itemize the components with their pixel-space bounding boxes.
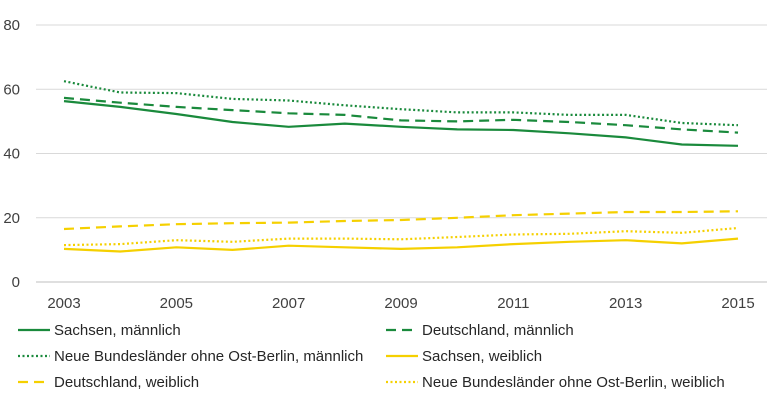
y-tick-label: 80 xyxy=(3,17,20,34)
y-tick-label: 40 xyxy=(3,146,20,163)
y-tick-label: 60 xyxy=(3,81,20,98)
gridlines xyxy=(36,24,767,219)
series-line-2 xyxy=(63,80,739,127)
legend-label: Neue Bundesländer ohne Ost-Berlin, männl… xyxy=(54,348,363,365)
legend-label: Neue Bundesländer ohne Ost-Berlin, weibl… xyxy=(422,374,725,391)
x-tick-label: 2003 xyxy=(47,295,80,312)
x-tick-label: 2005 xyxy=(160,295,193,312)
x-tick-label: 2011 xyxy=(497,295,529,312)
y-tick-label: 20 xyxy=(3,210,20,227)
legend-label: Deutschland, weiblich xyxy=(54,374,199,391)
series-line-3 xyxy=(63,237,739,253)
series-line-4 xyxy=(63,210,739,231)
y-tick-label: 0 xyxy=(12,274,20,291)
legend: Sachsen, männlich Deutschland, männlich Ne… xyxy=(18,322,725,391)
series-line-0 xyxy=(63,100,739,147)
legend-label: Sachsen, männlich xyxy=(54,322,181,339)
x-tick-label: 2013 xyxy=(609,295,642,312)
x-tick-label: 2015 xyxy=(721,295,754,312)
x-tick-label: 2009 xyxy=(384,295,417,312)
x-tick-label: 2007 xyxy=(272,295,305,312)
series-line-1 xyxy=(63,96,739,134)
series-lines xyxy=(63,80,739,253)
legend-label: Sachsen, weiblich xyxy=(422,348,542,365)
series-line-5 xyxy=(63,226,739,247)
legend-label: Deutschland, männlich xyxy=(422,322,574,339)
x-axis-ticks: 2003 2005 2007 2009 2011 2013 2015 xyxy=(47,295,754,312)
y-axis-ticks: 0 20 40 60 80 xyxy=(3,17,20,291)
